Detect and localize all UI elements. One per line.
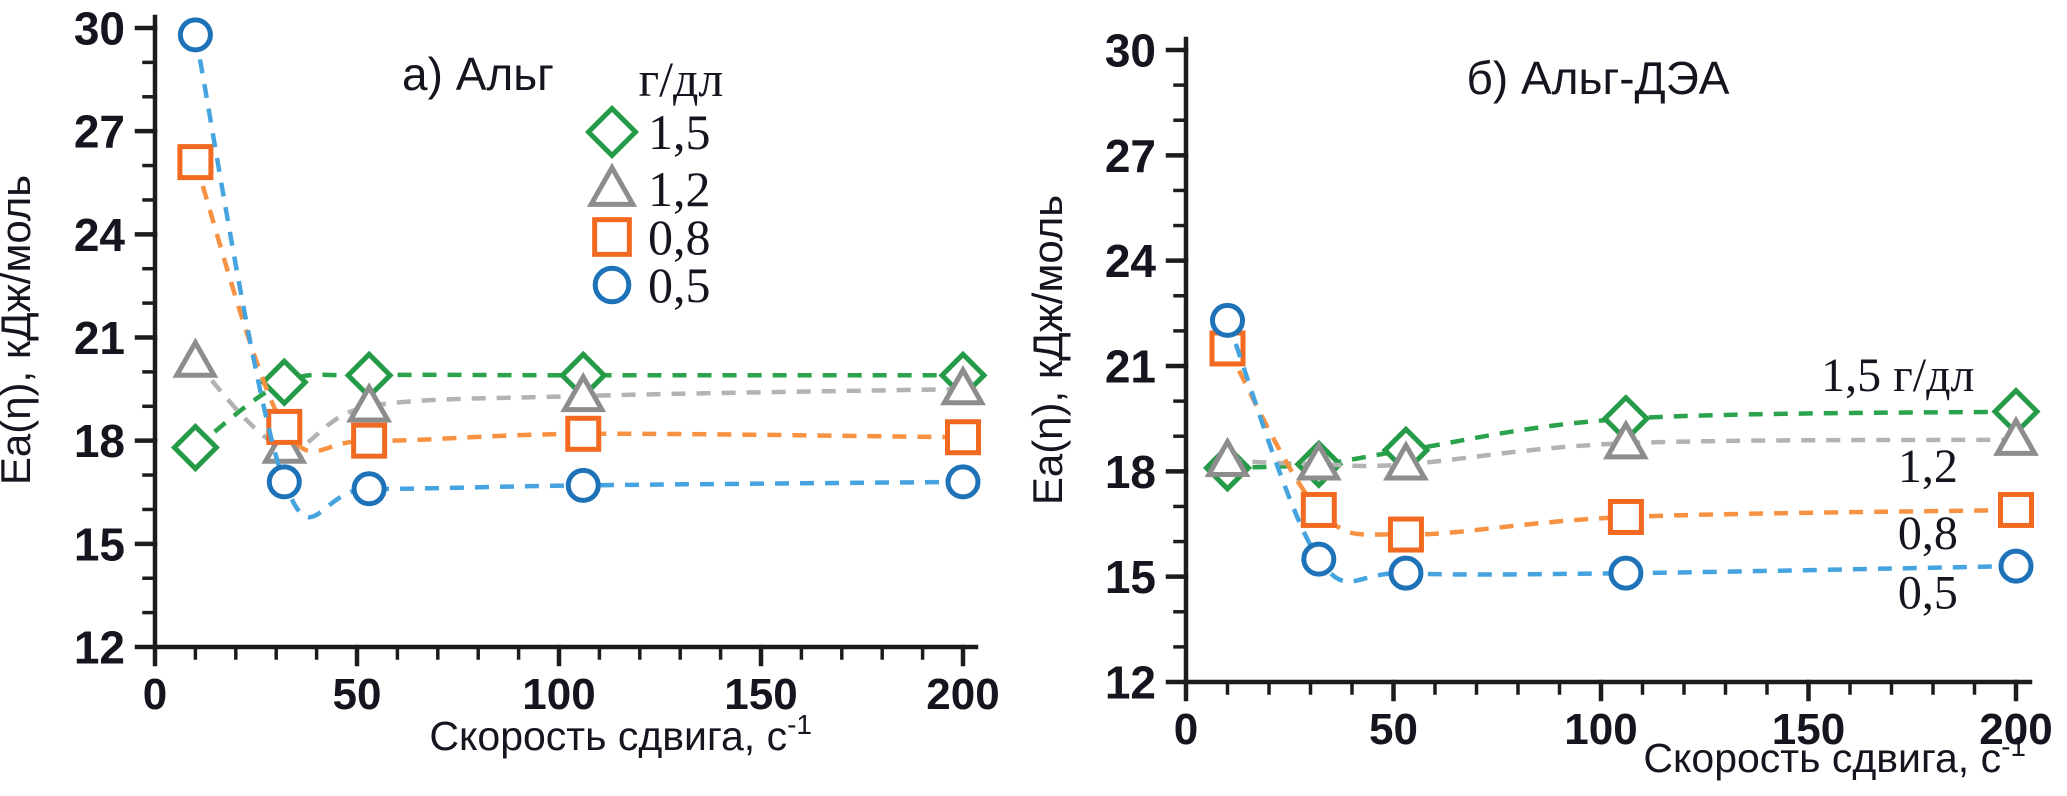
diamond-marker: [170, 423, 220, 473]
x-tick-label: 0: [143, 670, 167, 719]
x-tick-label: 150: [1772, 705, 1845, 754]
x-axis-title: Скорость сдвига, с-1: [1643, 731, 2026, 781]
panel-alg-dea: 12 15 18 21 24 27 30 0 50 100 150 200 б) Альг-ДЭА Ea(…: [1024, 25, 2053, 781]
diamond-marker: [584, 104, 640, 160]
series-1-2: [1204, 415, 2039, 481]
square-marker: [945, 419, 981, 456]
y-tick-label: 21: [74, 312, 125, 364]
inline-series-label: 1,2: [1898, 440, 1958, 493]
diamond-marker: [259, 357, 309, 407]
circle-marker: [1608, 555, 1644, 591]
series-0-5: [1210, 302, 2034, 591]
y-tick-label: 21: [1105, 341, 1156, 393]
y-tick-label: 18: [74, 415, 125, 467]
x-tick-label: 200: [926, 670, 999, 719]
triangle-marker: [346, 382, 393, 423]
square-marker: [1607, 498, 1644, 535]
inline-series-label: 0,8: [1898, 507, 1958, 560]
legend-entry-label: 1,5: [648, 104, 711, 160]
square-marker: [1387, 516, 1424, 553]
y-tick-label: 27: [1105, 130, 1156, 182]
legend-entry-0-8: 0,8: [592, 209, 711, 265]
circle-marker: [592, 265, 632, 305]
circle-marker: [1210, 302, 1245, 338]
axes: [134, 14, 979, 667]
x-tick-label: 200: [1979, 705, 2052, 754]
triangle-marker: [1993, 415, 2039, 456]
legend-header: г/дл: [639, 51, 724, 107]
x-tick-label: 0: [1174, 705, 1198, 754]
axes: [1165, 36, 2033, 702]
circle-marker: [266, 464, 302, 500]
y-tick-label: 12: [74, 622, 125, 674]
legend-entry-label: 0,8: [648, 209, 711, 265]
square-marker: [592, 217, 632, 257]
x-tick-label: 100: [1564, 705, 1637, 754]
panel-title: б) Альг-ДЭА: [1467, 52, 1730, 104]
y-tick-label: 30: [1105, 25, 1156, 77]
square-marker: [565, 415, 602, 452]
series-line: [1225, 347, 2017, 537]
y-tick-label: 15: [1105, 551, 1156, 603]
inline-series-label: 1,5 г/дл: [1821, 349, 1974, 402]
y-tick-label: 18: [1105, 446, 1156, 498]
series-line: [193, 34, 964, 520]
y-axis-title: Ea(η), кДж/моль: [0, 175, 39, 485]
legend-entry-label: 1,2: [648, 161, 711, 217]
triangle-marker: [1602, 419, 1649, 460]
series-0-8: [1209, 330, 2034, 553]
legend-entry-1-2: 1,2: [586, 161, 711, 217]
y-tick-label: 24: [1105, 235, 1157, 287]
square-marker: [266, 408, 303, 445]
circle-marker: [565, 467, 601, 503]
inline-series-label: 0,5: [1898, 566, 1958, 619]
legend: г/дл1,51,20,80,5: [584, 51, 724, 313]
circle-marker: [1998, 548, 2034, 584]
square-marker: [351, 422, 388, 459]
y-axis-title: Ea(η), кДж/моль: [1024, 195, 1071, 505]
square-marker: [1998, 491, 2034, 528]
triangle-marker: [1383, 440, 1429, 481]
circle-marker: [351, 471, 387, 507]
legend-entry-label: 0,5: [648, 257, 711, 313]
panel-title: а) Альг: [402, 48, 554, 100]
y-tick-label: 12: [1105, 657, 1156, 709]
circle-marker: [945, 464, 981, 500]
legend-entry-0-5: 0,5: [592, 257, 711, 313]
triangle-marker: [560, 371, 607, 413]
series-0-5: [177, 17, 981, 520]
triangle-marker: [940, 365, 986, 406]
legend-entry-1-5: 1,5: [584, 104, 711, 160]
x-tick-label: 50: [1369, 705, 1418, 754]
y-tick-label: 30: [74, 3, 125, 55]
x-tick-label: 100: [522, 670, 595, 719]
series-line: [1225, 319, 2017, 584]
y-tick-label: 15: [74, 518, 125, 570]
circle-marker: [1301, 541, 1337, 577]
y-tick-label: 27: [74, 106, 125, 158]
square-marker: [1300, 491, 1337, 528]
y-tick-label: 24: [74, 209, 126, 261]
triangle-marker: [172, 337, 219, 378]
circle-marker: [1388, 555, 1424, 591]
circle-marker: [177, 17, 213, 53]
x-tick-label: 50: [333, 670, 382, 719]
x-tick-label: 150: [724, 670, 797, 719]
triangle-marker: [586, 162, 638, 207]
square-marker: [177, 144, 214, 181]
panel-alg: 12 15 18 21 24 27 30 0 50 100 150 200 а) Альг Ea(η), …: [0, 3, 1000, 759]
triangle-marker: [1204, 436, 1251, 477]
triangle-marker: [1295, 440, 1342, 481]
x-axis-title: Скорость сдвига, с-1: [429, 709, 812, 759]
